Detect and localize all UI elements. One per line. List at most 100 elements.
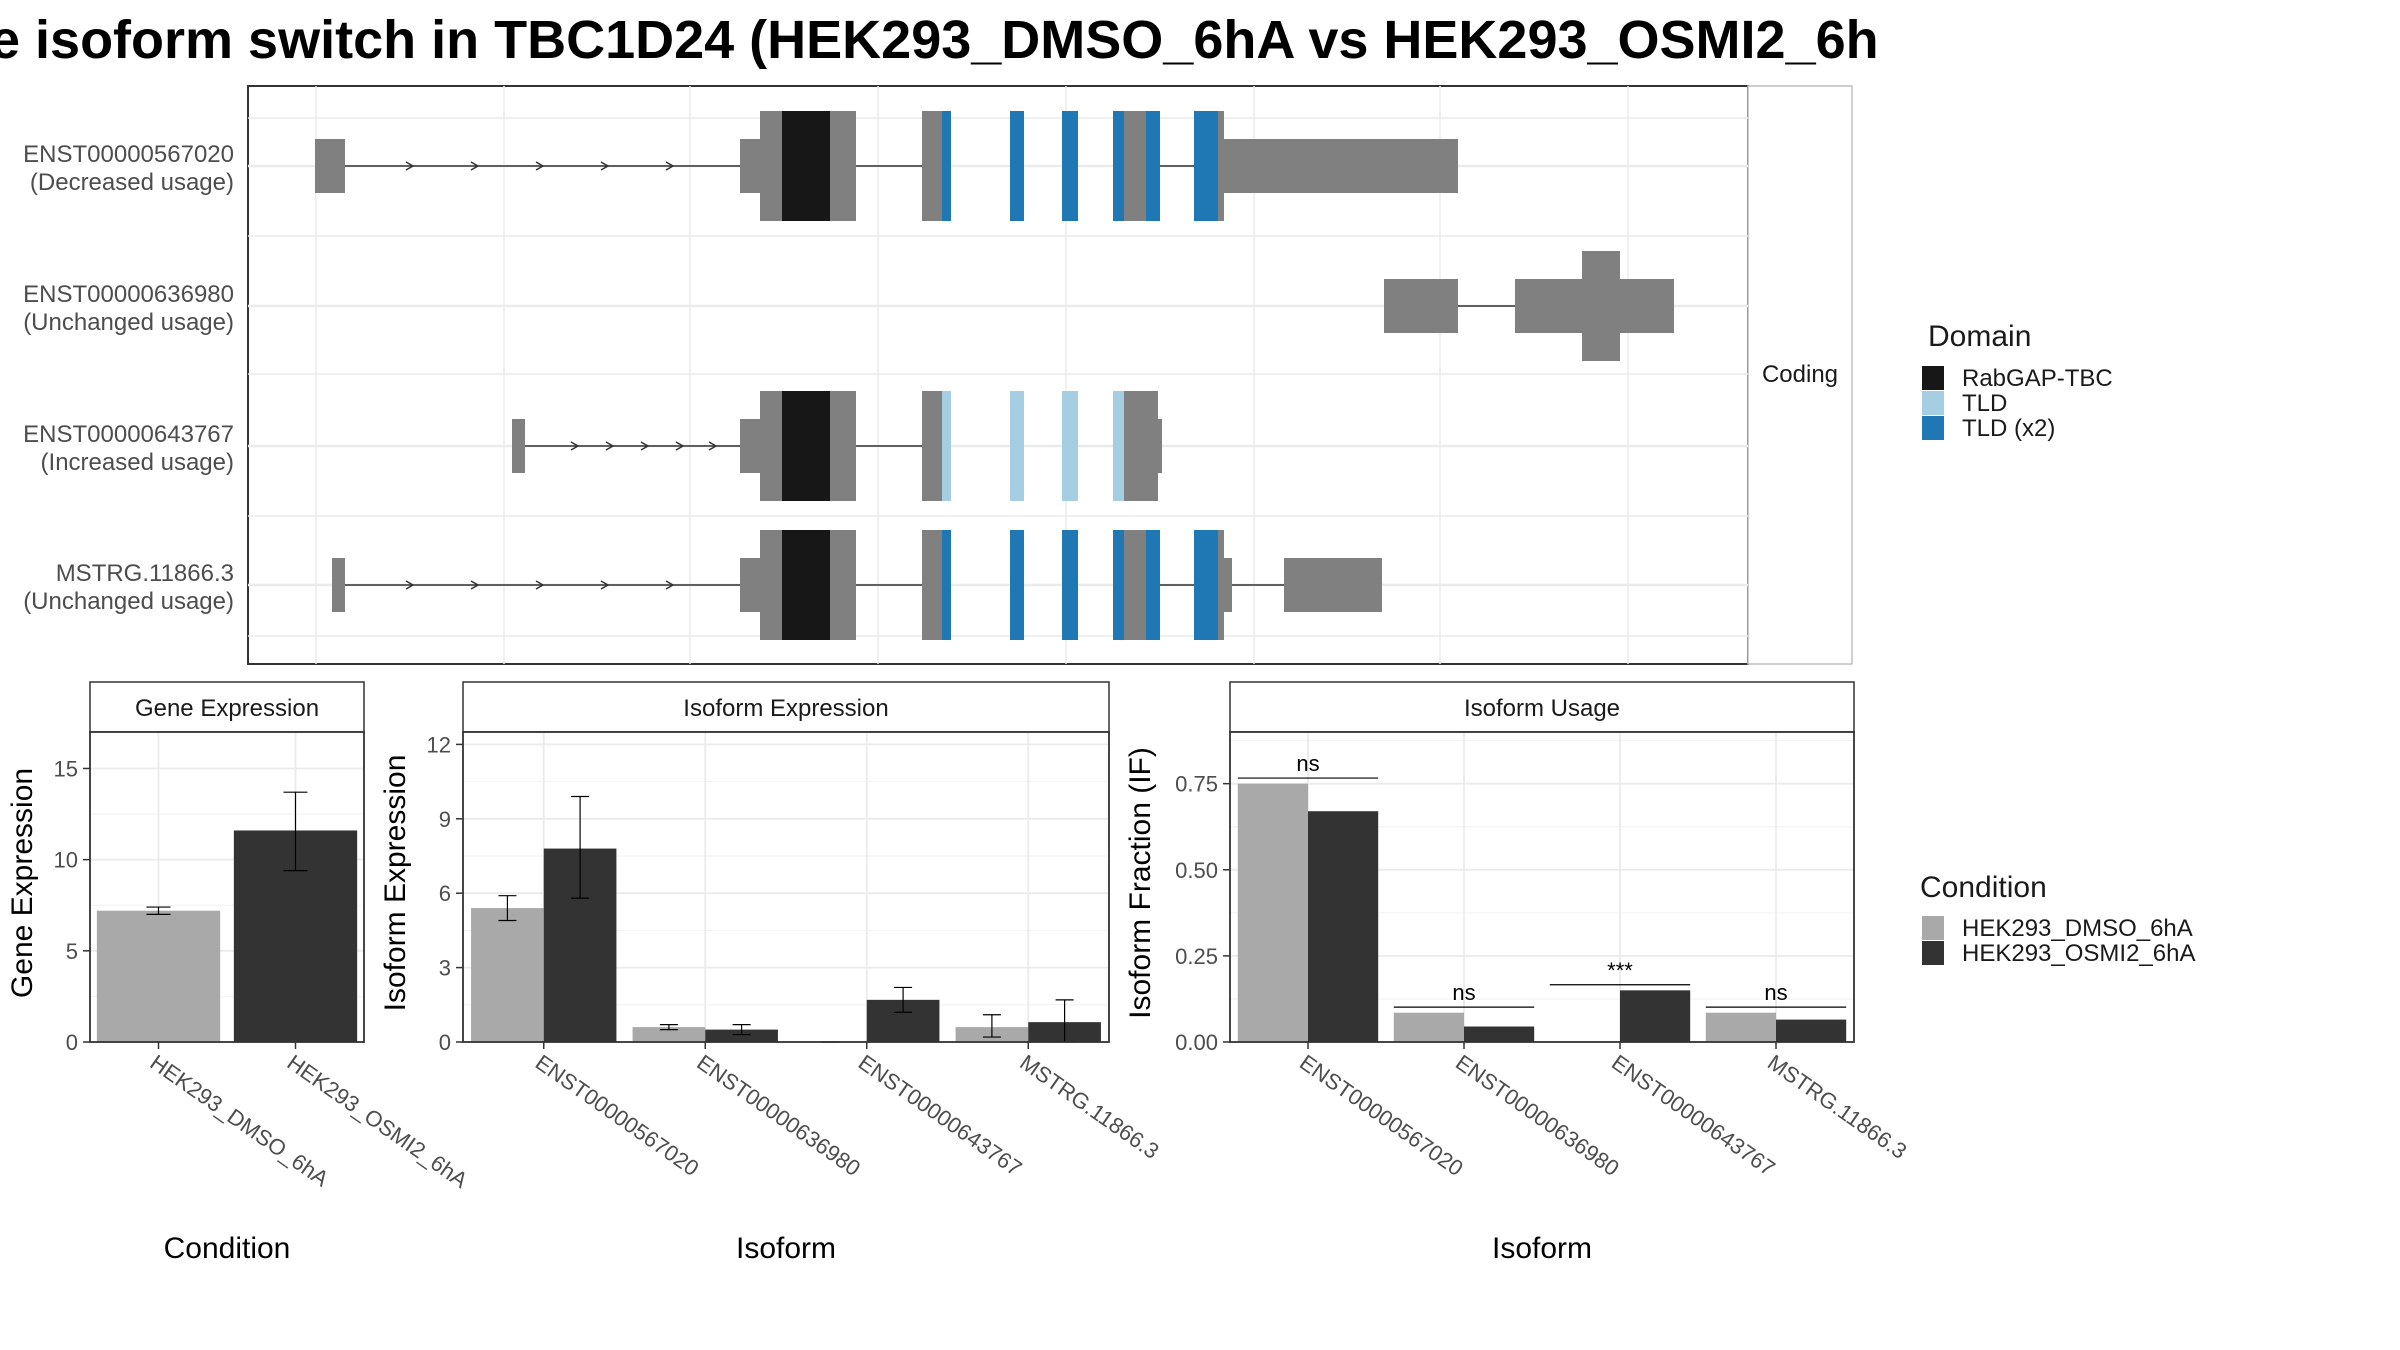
- isoform-usage-panel: Isoform Usage 0.00 0.25 0.50 0.75 ns ENST0000…: [1124, 681, 1911, 1265]
- tld-x2-domain: [1113, 530, 1124, 640]
- y-tick-label: 12: [427, 732, 451, 757]
- y-tick-label: 0.00: [1175, 1030, 1218, 1055]
- tld-x2-domain: [942, 530, 951, 640]
- utr-exon: [1284, 558, 1382, 612]
- transcript-row-enst00000567020: [315, 111, 1458, 221]
- y-tick-label: 10: [54, 848, 78, 873]
- significance-label: ns: [1764, 980, 1787, 1005]
- intron-arrow: [675, 441, 685, 451]
- x-tick-label: MSTRG.11866.3: [1763, 1050, 1911, 1164]
- domain-legend-swatch: [1922, 416, 1944, 440]
- bar: [705, 1029, 778, 1042]
- bar: [1776, 1019, 1847, 1042]
- structure-panel-border: [247, 85, 1749, 665]
- y-tick-label: 3: [439, 956, 451, 981]
- x-tick-label: ENST00000643767: [854, 1050, 1027, 1181]
- utr-exon: [1620, 279, 1674, 333]
- coding-exon: [760, 530, 782, 640]
- intron-arrow: [640, 441, 650, 451]
- y-tick-label: 0.75: [1175, 772, 1218, 797]
- bar: [96, 910, 221, 1042]
- utr-exon: [740, 139, 762, 193]
- rabgap-tbc-domain: [782, 111, 830, 221]
- y-tick-label: 15: [54, 756, 78, 781]
- transcript-row-enst00000636980: [1384, 251, 1674, 361]
- y-tick-label: 0: [66, 1030, 78, 1055]
- utr-exon: [512, 419, 525, 473]
- coding-exon: [760, 111, 782, 221]
- utr-exon: [740, 419, 762, 473]
- coding-exon: [922, 530, 942, 640]
- coding-exon: [830, 111, 856, 221]
- condition-legend-swatch: [1922, 941, 1944, 965]
- utr-exon: [1150, 419, 1162, 473]
- coding-exon: [1582, 251, 1620, 361]
- y-tick-label: 0: [439, 1030, 451, 1055]
- tld-domain: [1113, 391, 1124, 501]
- structure-strip-label: Coding: [1762, 361, 1838, 388]
- coding-exon: [1124, 530, 1146, 640]
- plot-border: [1229, 731, 1855, 1043]
- isoform-expression-xlabel: Isoform: [736, 1232, 836, 1265]
- isoform-expression-plot: 0 3 6 9 12 ENST00000567020ENST00000636980ENST…: [427, 731, 1164, 1181]
- tld-domain: [1062, 391, 1078, 501]
- tld-x2-domain: [1194, 530, 1218, 640]
- y-tick-label: 9: [439, 807, 451, 832]
- tld-x2-domain: [1146, 111, 1160, 221]
- tld-x2-domain: [1010, 530, 1024, 640]
- bar: [471, 908, 544, 1042]
- coding-exon: [922, 391, 942, 501]
- coding-exon: [1218, 530, 1224, 640]
- bar: [1464, 1026, 1535, 1042]
- domain-legend-label: TLD: [1962, 390, 2007, 417]
- transcript-structure-panel: Coding ENST00000567020(Decreased usage)E…: [23, 85, 1853, 665]
- structure-strip: [1747, 85, 1853, 665]
- tld-x2-domain: [1194, 111, 1218, 221]
- significance-label: ***: [1607, 958, 1633, 983]
- chart-title: e isoform switch in TBC1D24 (HEK293_DMSO…: [0, 10, 1879, 70]
- intron-arrow: [708, 441, 718, 451]
- utr-exon: [1222, 139, 1458, 193]
- tld-x2-domain: [942, 111, 951, 221]
- isoform-usage-plot: 0.00 0.25 0.50 0.75 ns ENST00000567020 ns ENST0…: [1175, 731, 1911, 1181]
- utr-exon: [1515, 279, 1582, 333]
- intron-arrow: [405, 580, 415, 590]
- isoform-usage-strip: [1229, 681, 1855, 733]
- tld-x2-domain: [1062, 111, 1078, 221]
- bar: [1705, 1012, 1776, 1042]
- transcript-id-label: ENST00000636980: [23, 281, 234, 308]
- coding-exon: [830, 391, 856, 501]
- significance-label: ns: [1452, 980, 1475, 1005]
- isoform-expression-ylabel: Isoform Expression: [379, 755, 412, 1012]
- coding-exon: [1124, 111, 1146, 221]
- isoform-usage-xlabel: Isoform: [1492, 1232, 1592, 1265]
- utr-exon: [332, 558, 345, 612]
- bar: [1620, 990, 1691, 1042]
- utr-exon: [1384, 279, 1458, 333]
- intron-arrow: [405, 161, 415, 171]
- transcript-usage-label: (Unchanged usage): [23, 309, 234, 336]
- intron-arrow: [665, 161, 675, 171]
- tld-x2-domain: [1010, 111, 1024, 221]
- x-tick-label: ENST00000636980: [692, 1050, 865, 1181]
- intron-arrow: [470, 161, 480, 171]
- y-tick-label: 0.25: [1175, 944, 1218, 969]
- gene-expression-strip: [89, 681, 365, 733]
- coding-exon: [760, 391, 782, 501]
- isoform-expression-strip: [462, 681, 1110, 733]
- condition-legend-label: HEK293_DMSO_6hA: [1962, 915, 2193, 942]
- transcript-usage-label: (Increased usage): [41, 449, 234, 476]
- rabgap-tbc-domain: [782, 391, 830, 501]
- x-tick-label: MSTRG.11866.3: [1015, 1050, 1163, 1164]
- y-tick-label: 0.50: [1175, 858, 1218, 883]
- x-tick-label: ENST00000643767: [1607, 1050, 1780, 1181]
- transcript-id-label: ENST00000643767: [23, 421, 234, 448]
- coding-exon: [1218, 111, 1224, 221]
- domain-legend-label: TLD (x2): [1962, 415, 2055, 442]
- gene-expression-ylabel: Gene Expression: [6, 768, 39, 998]
- isoform-expression-panel: Isoform Expression 0 3 6 9 12 ENST00000567020…: [379, 681, 1164, 1265]
